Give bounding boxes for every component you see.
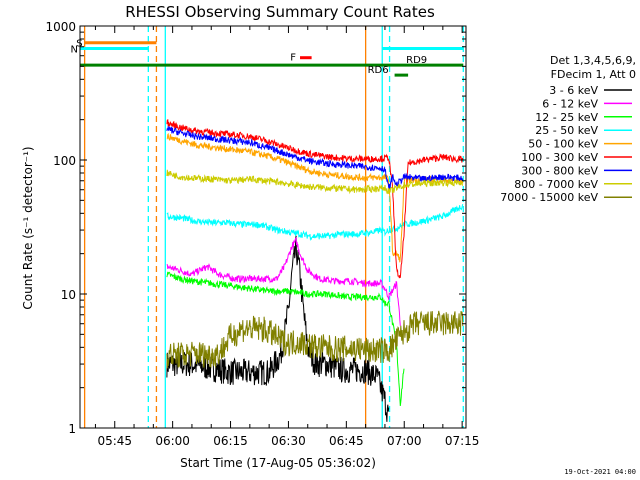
legend-header-line-1: Det 1,3,4,5,6,9, [550,54,636,67]
x-tick-label: 06:45 [329,434,364,448]
legend-entry-100-300-kev: 100 - 300 keV [521,151,598,164]
series-line-7000-15000-kev [166,310,464,369]
flag-bars: SN F RD9 RD6 [71,39,464,77]
plot-frame [79,25,467,429]
flag-label-n: N [71,44,78,55]
series-line-50-100-kev [166,132,464,263]
legend-entry-800-7000-kev: 800 - 7000 keV [514,178,598,191]
chart-title: RHESSI Observing Summary Count Rates [125,3,435,21]
legend-entry-7000-15000-kev: 7000 - 15000 keV [500,191,598,204]
legend: Det 1,3,4,5,6,9, FDecim 1, Att 0 3 - 6 k… [500,54,636,204]
x-axis-label: Start Time (17-Aug-05 05:36:02) [180,456,376,470]
y-tick-label: 10 [61,288,76,302]
y-tick-label: 1 [68,422,76,436]
flag-label-rd6: RD6 [368,65,389,76]
x-tick-label: 07:00 [387,434,422,448]
series-line-800-7000-kev [166,169,464,195]
axis-ticks: 1 10 100 1000 05:45 06:00 06:15 06:30 06:45 07:00… [45,20,479,448]
legend-header-line-2: FDecim 1, Att 0 [551,68,636,81]
footer-timestamp: 19-Oct-2021 04:00 [564,468,636,476]
series-line-6-12-kev [166,236,401,326]
series-line-12-25-kev [166,271,405,407]
legend-entry-3-6-kev: 3 - 6 keV [549,84,598,97]
x-tick-label: 06:30 [271,434,306,448]
series-line-300-800-kev [166,125,464,191]
x-tick-label: 07:15 [445,434,480,448]
legend-entry-12-25-kev: 12 - 25 keV [535,111,598,124]
legend-entry-25-50-kev: 25 - 50 keV [535,124,598,137]
flag-label-s: S [76,39,82,50]
flag-label-rd9: RD9 [406,55,427,66]
plot-lines [166,119,464,422]
legend-entry-6-12-kev: 6 - 12 keV [542,97,598,110]
y-axis-label: Count Rate (s⁻¹ detector⁻¹) [21,146,35,309]
legend-entry-50-100-kev: 50 - 100 keV [528,138,598,151]
series-line-100-300-kev [166,119,464,279]
legend-entry-300-800-kev: 300 - 800 keV [521,164,598,177]
y-tick-label: 100 [53,154,76,168]
x-tick-label: 06:00 [155,434,190,448]
flag-label-f: F [290,53,296,64]
series-line-25-50-kev [166,203,464,242]
vertical-markers [83,26,464,428]
y-tick-label: 1000 [45,20,76,34]
x-tick-label: 06:15 [213,434,248,448]
x-tick-label: 05:45 [97,434,132,448]
